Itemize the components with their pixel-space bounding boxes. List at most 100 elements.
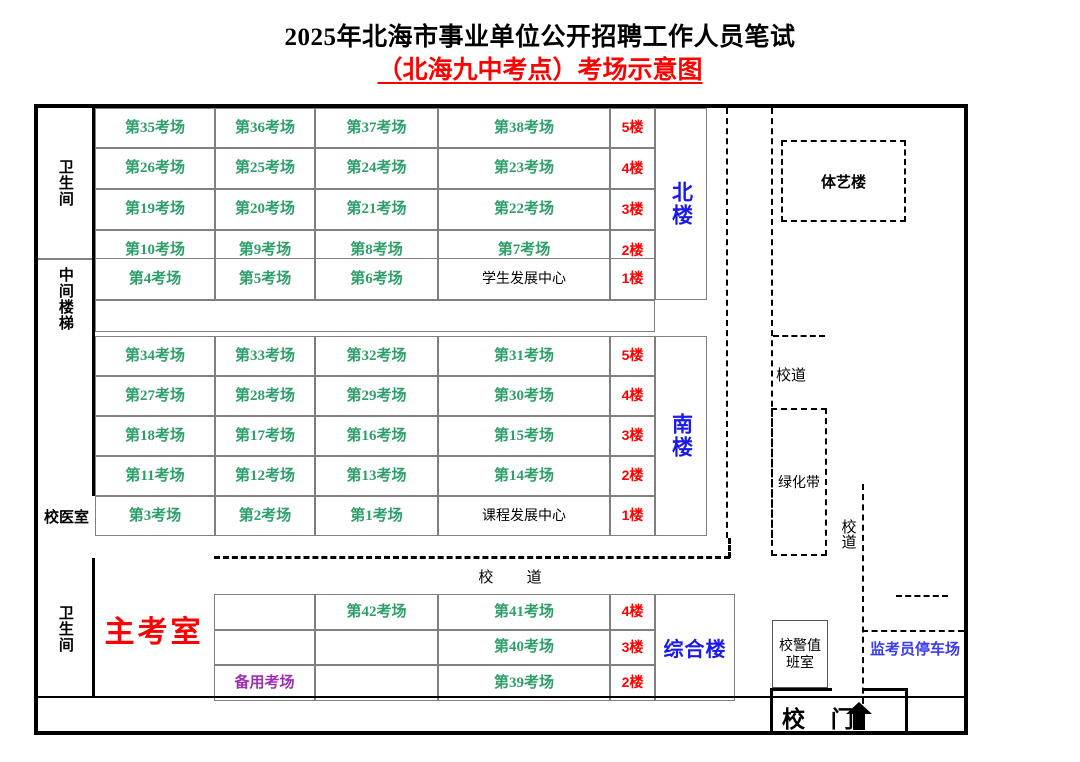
bottom-cell-r3c2 (315, 665, 438, 701)
north-cell-r1c4: 第38考场 (438, 108, 610, 148)
campus-road-vertical-label: 校道 (839, 519, 857, 549)
school-clinic-label: 校医室 (38, 496, 95, 536)
bottom-cell-r1c2: 第42考场 (315, 594, 438, 630)
south-floor-r4: 2楼 (610, 456, 655, 496)
bottom-floor-r1: 4楼 (610, 594, 655, 630)
south-cell-r1c1: 第34考场 (95, 336, 215, 376)
south-floor-r3: 3楼 (610, 416, 655, 456)
campus-dash-left-inner (771, 108, 773, 538)
north-cell-r5c1: 第4考场 (95, 258, 215, 300)
south-cell-r2c4: 第30考场 (438, 376, 610, 416)
campus-road-dash-top (214, 556, 730, 559)
frame-right (964, 104, 968, 735)
page-title: 2025年北海市事业单位公开招聘工作人员笔试 （北海九中考点）考场示意图 (0, 22, 1080, 87)
bottom-cell-r2c1 (214, 630, 315, 665)
south-cell-r5c1: 第3考场 (95, 496, 215, 536)
south-floor-r5: 1楼 (610, 496, 655, 536)
green-belt-box: 绿化带 (771, 408, 827, 556)
south-cell-r5c2: 第2考场 (215, 496, 315, 536)
parking-dash-top (862, 630, 964, 632)
campus-road-upper-label: 校道 (776, 366, 807, 384)
north-stairs-strip (95, 300, 655, 332)
south-cell-r1c4: 第31考场 (438, 336, 610, 376)
frame-top (34, 104, 968, 108)
north-cell-r2c4: 第23考场 (438, 148, 610, 189)
south-cell-r4c2: 第12考场 (215, 456, 315, 496)
north-floor-r1: 5楼 (610, 108, 655, 148)
chief-exam-room: 主考室 (95, 562, 213, 696)
north-cell-r1c1: 第35考场 (95, 108, 215, 148)
bottom-left-divider (92, 558, 95, 696)
north-cell-r2c1: 第26考场 (95, 148, 215, 189)
bottom-cell-r2c2 (315, 630, 438, 665)
campus-dash-left-outer (726, 108, 728, 538)
guard-room: 校警值班室 (772, 620, 828, 688)
arts-building-label: 体艺楼 (820, 173, 866, 191)
south-cell-r1c2: 第33考场 (215, 336, 315, 376)
gate-outline-left (770, 688, 773, 734)
bottom-cell-r1c3: 第41考场 (438, 594, 610, 630)
title-line-2: （北海九中考点）考场示意图 (377, 57, 703, 85)
north-cell-r5c4: 学生发展中心 (438, 258, 610, 300)
campus-road-dash-right (728, 538, 731, 558)
south-cell-r4c3: 第13考场 (315, 456, 438, 496)
invigilator-parking-label: 监考员停车场 (870, 641, 961, 658)
guard-room-label: 校警值班室 (779, 637, 821, 670)
south-cell-r2c2: 第28考场 (215, 376, 315, 416)
north-stairs-label: 中间楼梯 (38, 258, 92, 340)
south-cell-r1c3: 第32考场 (315, 336, 438, 376)
north-floor-r3: 3楼 (610, 189, 655, 230)
north-cell-r3c4: 第22考场 (438, 189, 610, 230)
gate-outline-right-top (862, 688, 908, 691)
title-line-1: 2025年北海市事业单位公开招聘工作人员笔试 (284, 24, 796, 51)
south-cell-r4c4: 第14考场 (438, 456, 610, 496)
south-cell-r2c3: 第29考场 (315, 376, 438, 416)
gate-outline-left-top (770, 688, 832, 691)
green-belt-label: 绿化带 (778, 474, 820, 490)
south-cell-r2c1: 第27考场 (95, 376, 215, 416)
campus-road-upper-divider (773, 335, 825, 337)
arts-building-box: 体艺楼 (781, 140, 906, 222)
north-toilet-label: 卫生间 (38, 108, 92, 258)
bottom-road-label: 校 道 (478, 568, 542, 586)
north-toilet-stairs-sep (38, 258, 92, 260)
north-cell-r3c2: 第20考场 (215, 189, 315, 230)
south-cell-r4c1: 第11考场 (95, 456, 215, 496)
frame-left (34, 104, 38, 735)
south-building-label: 南楼 (655, 336, 707, 536)
north-cell-r1c2: 第36考场 (215, 108, 315, 148)
south-floor-r1: 5楼 (610, 336, 655, 376)
north-cell-r2c3: 第24考场 (315, 148, 438, 189)
north-cell-r1c3: 第37考场 (315, 108, 438, 148)
south-cell-r3c4: 第15考场 (438, 416, 610, 456)
north-floor-r5: 1楼 (610, 258, 655, 300)
parking-dash-left (862, 484, 864, 714)
bottom-strip-sep (38, 696, 964, 698)
north-cell-r2c2: 第25考场 (215, 148, 315, 189)
north-building-label: 北楼 (655, 108, 707, 300)
gate-outline-right (905, 688, 908, 734)
bottom-floor-r3: 2楼 (610, 665, 655, 701)
up-arrow-icon (846, 702, 872, 730)
south-cell-r5c4: 课程发展中心 (438, 496, 610, 536)
north-cell-r3c1: 第19考场 (95, 189, 215, 230)
north-cell-r3c3: 第21考场 (315, 189, 438, 230)
north-cell-r5c3: 第6考场 (315, 258, 438, 300)
bottom-toilet-label: 卫生间 (38, 562, 92, 696)
frame-bottom (34, 731, 968, 735)
south-floor-r2: 4楼 (610, 376, 655, 416)
bottom-floor-r2: 3楼 (610, 630, 655, 665)
north-floor-r2: 4楼 (610, 148, 655, 189)
bottom-cell-r3c3: 第39考场 (438, 665, 610, 701)
bottom-cell-r2c3: 第40考场 (438, 630, 610, 665)
south-cell-r3c2: 第17考场 (215, 416, 315, 456)
bottom-cell-r1c1 (214, 594, 315, 630)
comprehensive-building-label: 综合楼 (655, 594, 735, 701)
south-cell-r3c3: 第16考场 (315, 416, 438, 456)
south-cell-r3c1: 第18考场 (95, 416, 215, 456)
block-left-divider (92, 104, 95, 520)
bottom-cell-r3c1: 备用考场 (214, 665, 315, 701)
south-cell-r5c3: 第1考场 (315, 496, 438, 536)
north-cell-r5c2: 第5考场 (215, 258, 315, 300)
